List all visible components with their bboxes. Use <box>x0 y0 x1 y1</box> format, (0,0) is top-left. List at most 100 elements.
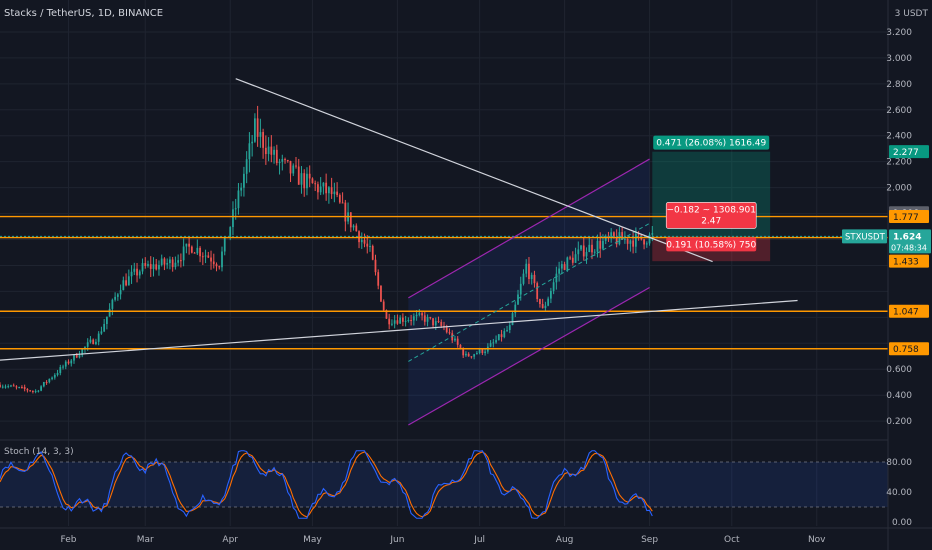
candle <box>325 182 328 194</box>
candle <box>500 334 503 338</box>
candles <box>0 105 654 394</box>
price-tick-label: 2.000 <box>886 184 912 194</box>
candle <box>585 252 588 257</box>
candle <box>415 314 418 317</box>
price-tick-label: 2.800 <box>886 80 912 90</box>
candle <box>519 283 522 295</box>
candle <box>42 382 45 387</box>
trendline-descending[interactable] <box>235 78 713 263</box>
candle <box>645 243 648 245</box>
axis-badge-bg <box>889 145 929 159</box>
candle <box>459 344 462 349</box>
candle <box>355 225 358 232</box>
axis-badge-bg <box>889 254 929 268</box>
candle <box>371 246 374 260</box>
axis-badge-text: 1.433 <box>893 257 919 267</box>
candle <box>338 195 341 203</box>
time-axis-label: May <box>303 535 322 545</box>
candle <box>363 239 366 244</box>
candle <box>169 259 171 264</box>
price-tick-label: 3.200 <box>886 28 912 38</box>
candle <box>374 259 377 273</box>
candle <box>555 273 558 283</box>
candle <box>75 354 78 358</box>
candle <box>190 246 193 253</box>
level-badge: 1.777 <box>889 210 929 224</box>
candle <box>484 351 487 354</box>
candle <box>423 315 426 322</box>
current-price-badge-bg <box>889 229 931 254</box>
candle <box>330 187 333 195</box>
channel-lower-line[interactable] <box>408 286 650 426</box>
candle <box>412 316 415 321</box>
symbol-tag-text: STXUSDT <box>845 232 886 242</box>
candle <box>12 385 15 387</box>
candle <box>404 320 407 322</box>
level-badge-bg <box>889 304 929 318</box>
candle <box>45 382 48 384</box>
candle <box>297 166 300 185</box>
candle <box>399 317 402 324</box>
candle <box>440 321 443 326</box>
channel-upper-line[interactable] <box>408 158 650 299</box>
candle <box>410 320 413 322</box>
candle <box>593 251 596 253</box>
candle <box>37 390 40 392</box>
candle <box>637 233 640 235</box>
candle <box>478 349 481 354</box>
axis-badge: 2.277 <box>889 145 929 159</box>
candle <box>547 298 550 306</box>
candle <box>528 263 530 280</box>
candle <box>492 342 495 344</box>
candle <box>223 237 226 252</box>
candle <box>552 282 555 291</box>
channel-fill <box>408 159 650 426</box>
candle <box>536 283 539 300</box>
candle <box>308 173 311 179</box>
candle <box>632 240 635 247</box>
candle <box>70 360 73 364</box>
candle <box>437 321 440 323</box>
candle <box>391 323 393 325</box>
candle <box>588 244 591 253</box>
trendline-ascending-support[interactable] <box>0 299 798 361</box>
position-stop-label: 0.191 (10.58%) 750 <box>666 237 756 252</box>
candle <box>566 257 569 270</box>
price-axis-panel[interactable] <box>888 0 932 550</box>
candle <box>385 310 388 319</box>
time-axis-label: Oct <box>724 535 740 545</box>
candle <box>434 321 437 326</box>
candle <box>591 244 593 253</box>
candle <box>643 239 645 245</box>
candle <box>103 323 106 332</box>
candle <box>311 178 314 184</box>
candle <box>344 202 347 222</box>
candle <box>196 247 199 254</box>
candle <box>179 260 182 262</box>
position-mid-label-bg <box>665 202 757 229</box>
candle <box>243 173 245 188</box>
candle <box>508 325 511 331</box>
candle <box>116 294 119 297</box>
candle <box>215 264 218 267</box>
axis-badge: 1.433 <box>889 254 929 268</box>
candle <box>232 209 234 228</box>
time-axis-label: Feb <box>61 535 77 545</box>
candle <box>10 385 12 387</box>
candle <box>4 386 7 388</box>
candle <box>445 327 448 333</box>
position-stop-text: 0.191 (10.58%) 750 <box>666 240 756 250</box>
candle <box>604 235 607 241</box>
position-target-label: 0.471 (26.08%) 1616.49 <box>653 135 770 150</box>
candle <box>125 280 127 286</box>
candle <box>97 333 100 342</box>
candle <box>133 268 136 272</box>
candle <box>407 320 410 322</box>
candle <box>580 245 582 250</box>
candle <box>349 212 352 228</box>
candle <box>333 191 336 195</box>
time-axis-label: Sep <box>641 535 658 545</box>
